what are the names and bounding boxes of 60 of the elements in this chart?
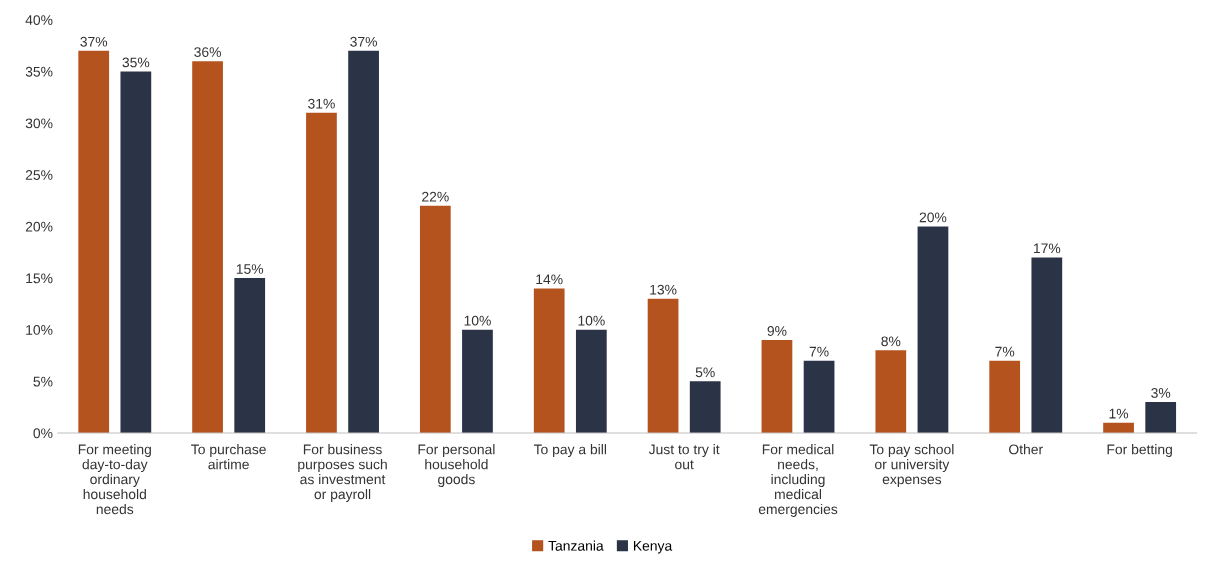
- text: 5%: [695, 367, 715, 378]
- y-tick-label: 40%: [25, 15, 53, 25]
- bar: [348, 50, 379, 433]
- bar: [917, 226, 949, 433]
- text: 7%: [995, 346, 1015, 357]
- y-tick-label: 20%: [25, 221, 53, 232]
- bar: [803, 360, 835, 433]
- text: 17%: [1033, 243, 1061, 254]
- bar: [689, 381, 721, 433]
- bar: [533, 288, 565, 433]
- text: 35%: [122, 57, 150, 68]
- x-tick-label: To pay school or university expenses: [869, 444, 954, 487]
- legend-label: Kenya: [633, 541, 673, 554]
- text: 22%: [422, 191, 449, 202]
- bar: [647, 298, 679, 433]
- text: 9%: [767, 326, 787, 336]
- bar: [462, 329, 493, 433]
- bar: [875, 350, 907, 433]
- bar: [120, 71, 152, 433]
- x-tick-label: For business purposes such as investment or payroll: [298, 444, 387, 502]
- text: 37%: [350, 36, 377, 47]
- text: 20%: [919, 212, 947, 223]
- y-tick-label: 15%: [26, 273, 53, 284]
- x-tick-label: For medical needs, including medical emergencies: [758, 444, 838, 517]
- text: 14%: [536, 274, 563, 285]
- text: 1%: [1109, 408, 1129, 419]
- text: 10%: [464, 315, 491, 326]
- legend-label: Tanzania: [548, 540, 604, 551]
- bar: [306, 112, 337, 433]
- x-tick-label: To pay a bill: [533, 444, 607, 458]
- text: 3%: [1151, 388, 1171, 398]
- text: 7%: [809, 346, 829, 357]
- bar: [192, 61, 223, 433]
- text: 15%: [236, 264, 264, 274]
- text: 8%: [881, 336, 901, 347]
- x-tick-label: For betting: [1107, 444, 1172, 458]
- x-tick-label: Other: [1009, 444, 1043, 455]
- bar: [575, 329, 607, 433]
- bar: [234, 278, 266, 433]
- bar: [1031, 257, 1063, 433]
- bar: [419, 205, 451, 433]
- text: 10%: [578, 315, 605, 326]
- text: 37%: [80, 36, 108, 47]
- y-tick-label: 5%: [33, 376, 53, 387]
- text: 13%: [650, 284, 677, 295]
- bar: [761, 340, 793, 433]
- bar: [1145, 402, 1177, 433]
- text: 36%: [194, 47, 221, 57]
- x-tick-label: Just to try it out: [648, 444, 720, 470]
- y-tick-label: 10%: [26, 325, 53, 335]
- y-tick-label: 0%: [33, 428, 53, 439]
- x-tick-label: For meeting day-to-day ordinary household needs: [78, 444, 151, 515]
- text: 31%: [308, 98, 335, 109]
- bar: [989, 360, 1021, 433]
- x-tick-label: For personal household goods: [418, 444, 495, 487]
- bar: [78, 50, 110, 433]
- y-tick-label: 30%: [25, 118, 53, 129]
- y-tick-label: 25%: [25, 170, 53, 180]
- x-tick-label: To purchase airtime: [191, 444, 266, 470]
- y-tick-label: 35%: [25, 66, 53, 77]
